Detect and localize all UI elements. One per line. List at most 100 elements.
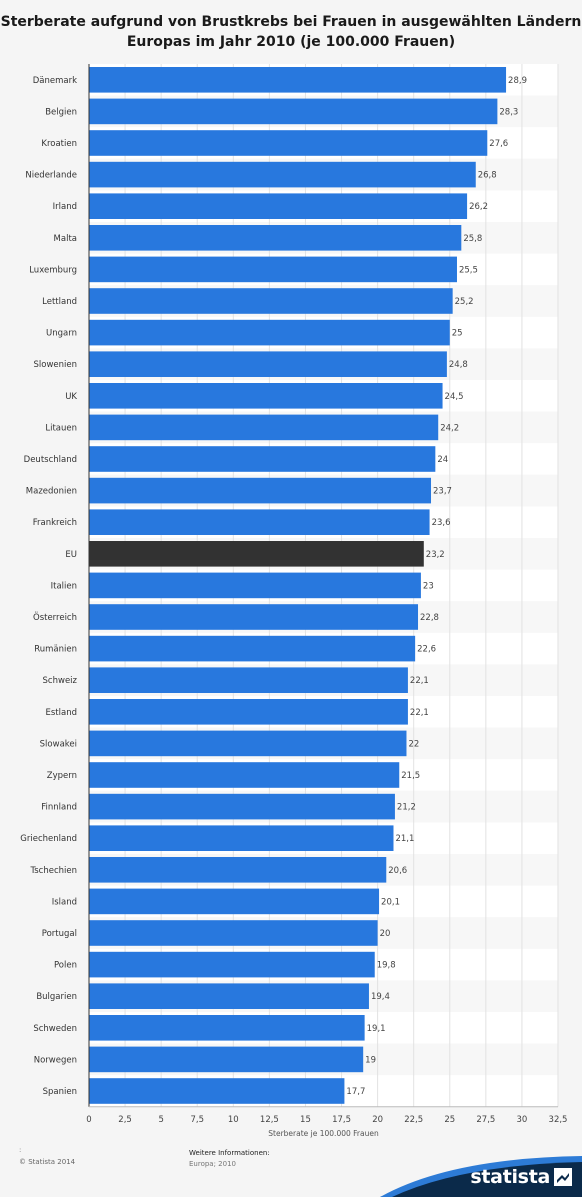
bar[interactable]: [89, 161, 476, 188]
bar[interactable]: [89, 288, 453, 314]
data-label: 21,5: [401, 771, 420, 781]
info-heading: Weitere Informationen:: [189, 1149, 270, 1157]
category-label: Bulgarien: [36, 992, 77, 1002]
bar[interactable]: [89, 730, 407, 757]
bar[interactable]: [89, 1078, 345, 1104]
bar[interactable]: [89, 67, 507, 93]
data-label: 25,8: [463, 234, 482, 244]
category-label: Dänemark: [33, 76, 77, 86]
category-label: Österreich: [33, 612, 77, 623]
bar[interactable]: [89, 225, 462, 251]
data-label: 22,6: [417, 645, 436, 655]
data-label: 19,1: [367, 1024, 386, 1034]
data-label: 19,8: [377, 961, 396, 971]
bar[interactable]: [89, 888, 380, 915]
category-label: Frankreich: [33, 518, 77, 528]
bar[interactable]: [89, 1015, 365, 1041]
bar[interactable]: [89, 857, 387, 883]
bar[interactable]: [89, 541, 424, 567]
bar[interactable]: [89, 635, 416, 662]
data-label: 26,8: [478, 171, 497, 181]
bar[interactable]: [89, 414, 439, 441]
x-axis-label: Sterberate je 100.000 Frauen: [268, 1129, 379, 1138]
x-tick-label: 10: [228, 1115, 239, 1125]
bar[interactable]: [89, 193, 468, 219]
data-label: 21,1: [395, 834, 414, 844]
data-label: 17,7: [346, 1087, 365, 1097]
copyright-notice: © Statista 2014: [19, 1158, 76, 1166]
x-tick-label: 22,5: [404, 1115, 423, 1125]
bar[interactable]: [89, 509, 430, 535]
bar[interactable]: [89, 319, 450, 346]
category-label: Deutschland: [24, 455, 77, 465]
bar[interactable]: [89, 920, 378, 946]
category-label: Island: [52, 897, 77, 907]
data-label: 20: [380, 929, 391, 939]
bar[interactable]: [89, 98, 498, 125]
statista-logo[interactable]: statista: [470, 1166, 572, 1188]
data-label: 22,8: [420, 613, 439, 623]
category-label: Polen: [54, 961, 77, 971]
info-text: Europa; 2010: [189, 1160, 236, 1168]
category-label: Niederlande: [25, 171, 77, 181]
bars: [89, 67, 507, 1104]
bar[interactable]: [89, 351, 447, 377]
x-tick-label: 12,5: [260, 1115, 279, 1125]
bar[interactable]: [89, 383, 443, 409]
data-label: 25: [452, 329, 463, 339]
data-label: 27,6: [489, 139, 508, 149]
data-label: 23,2: [426, 550, 445, 560]
category-label: Mazedonien: [26, 487, 77, 497]
data-label: 24,2: [440, 423, 459, 433]
x-tick-label: 27,5: [476, 1115, 495, 1125]
category-label: Portugal: [42, 929, 77, 939]
data-label: 19,4: [371, 992, 390, 1002]
data-label: 28,9: [508, 76, 527, 86]
data-label: 21,2: [397, 803, 416, 813]
data-label: 23,7: [433, 487, 452, 497]
x-tick-label: 15: [300, 1115, 311, 1125]
bar[interactable]: [89, 446, 436, 472]
bar[interactable]: [89, 477, 432, 504]
category-label: UK: [65, 392, 77, 402]
category-label: Schweiz: [43, 676, 78, 686]
x-tick-label: 2,5: [118, 1115, 132, 1125]
category-label: Norwegen: [34, 1055, 77, 1065]
x-tick-label: 17,5: [332, 1115, 351, 1125]
bar[interactable]: [89, 256, 457, 283]
data-label: 26,2: [469, 202, 488, 212]
data-label: 20,6: [388, 866, 407, 876]
category-label: Spanien: [43, 1087, 77, 1097]
data-label: 24,8: [449, 360, 468, 370]
bar[interactable]: [89, 762, 400, 788]
category-label: Belgien: [45, 107, 77, 117]
category-label: Zypern: [47, 771, 77, 781]
bar[interactable]: [89, 951, 375, 978]
bar[interactable]: [89, 604, 419, 630]
bar[interactable]: [89, 1046, 364, 1073]
bar[interactable]: [89, 983, 369, 1009]
x-tick-label: 7,5: [190, 1115, 204, 1125]
bar[interactable]: [89, 793, 395, 820]
category-label: Irland: [53, 202, 77, 212]
x-tick-label: 32,5: [549, 1115, 568, 1125]
bar[interactable]: [89, 825, 394, 851]
data-label: 20,1: [381, 897, 400, 907]
bar[interactable]: [89, 572, 421, 599]
data-label: 24: [437, 455, 448, 465]
category-label: Schweden: [33, 1024, 77, 1034]
category-label: Lettland: [42, 297, 77, 307]
brand-band-dark: [392, 1162, 582, 1197]
bar[interactable]: [89, 699, 408, 725]
footer-dots: :: [19, 1146, 22, 1154]
data-label: 25,2: [455, 297, 474, 307]
data-label: 22,1: [410, 676, 429, 686]
category-label: Griechenland: [20, 834, 77, 844]
chart-title: Sterberate aufgrund von Brustkrebs bei F…: [0, 14, 582, 50]
data-label: 25,5: [459, 265, 478, 275]
category-label: Estland: [46, 708, 78, 718]
bar[interactable]: [89, 130, 488, 156]
data-label: 19: [365, 1055, 376, 1065]
bar[interactable]: [89, 667, 408, 693]
